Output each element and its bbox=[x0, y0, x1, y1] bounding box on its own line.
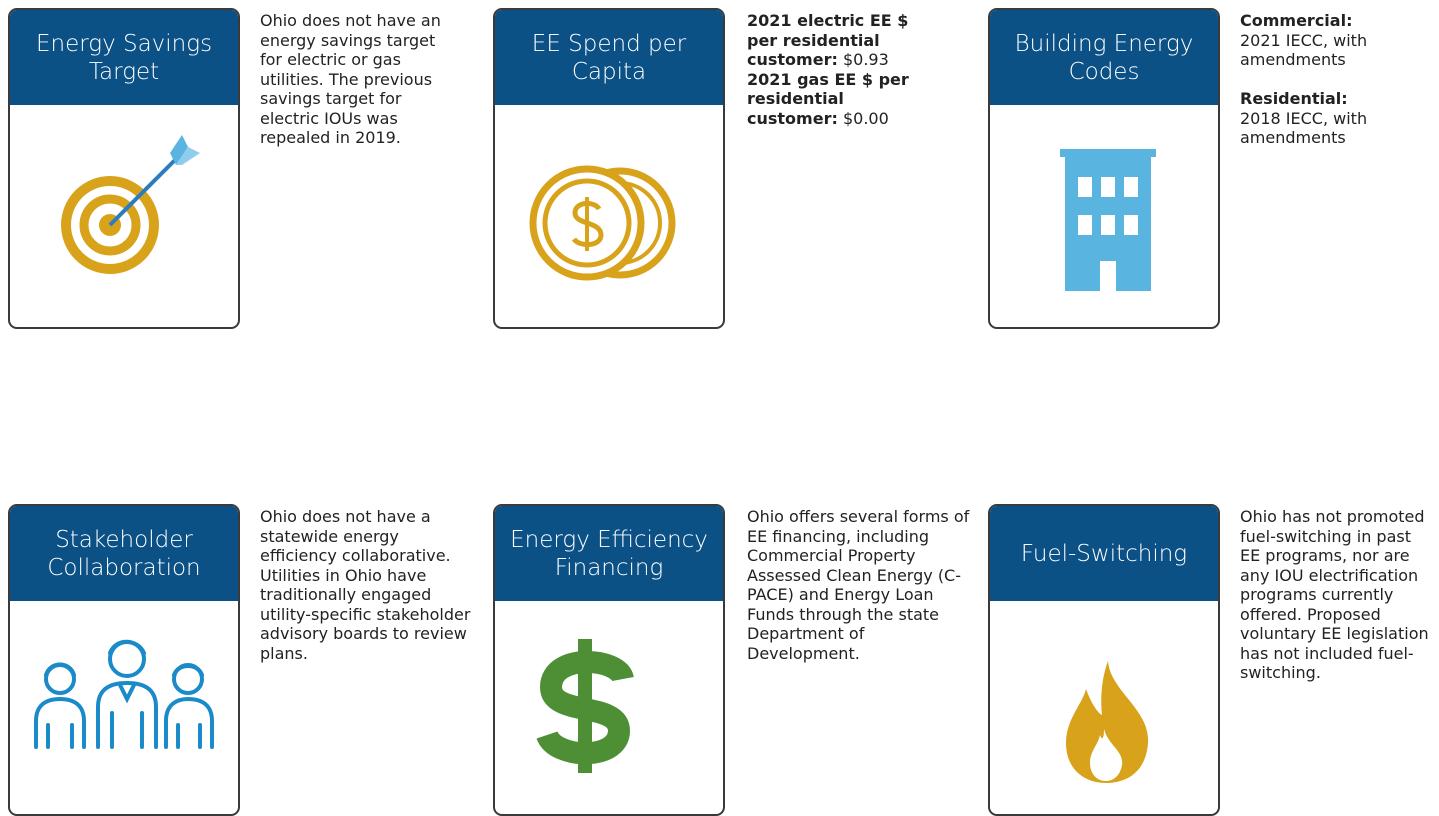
item-value: $0.00 bbox=[842, 108, 889, 128]
item: 2021 electric EE $ per residential custo… bbox=[747, 11, 927, 70]
card-text: Ohio has not promoted fuel-switching in … bbox=[1240, 507, 1429, 682]
card-text: Ohio does not have a statewide energy ef… bbox=[260, 507, 471, 663]
card-title: Building Energy Codes bbox=[990, 10, 1218, 105]
card: EE Spend per Capita bbox=[493, 8, 725, 329]
item-value: $0.93 bbox=[842, 50, 889, 69]
item: Residential: 2018 IECC, with amendments bbox=[1240, 89, 1400, 148]
item-label: Residential: bbox=[1240, 89, 1348, 108]
card-text: 2021 electric EE $ per residential custo… bbox=[747, 11, 927, 128]
item: 2021 gas EE $ per residential customer: … bbox=[747, 70, 927, 129]
card-text: Ohio offers several forms of EE financin… bbox=[747, 507, 970, 663]
building-icon bbox=[1060, 149, 1156, 291]
item-label: 2021 electric EE $ per residential custo… bbox=[747, 11, 909, 69]
people-icon bbox=[34, 639, 214, 749]
card-text: Commercial: 2021 IECC, with amendments Re… bbox=[1240, 11, 1400, 148]
dollar-icon bbox=[536, 639, 634, 773]
item: Commercial: 2021 IECC, with amendments bbox=[1240, 11, 1400, 70]
card-title: Energy Efficiency Financing bbox=[495, 506, 723, 601]
flame-icon bbox=[1066, 661, 1149, 783]
coins-icon bbox=[529, 165, 676, 281]
card-title: EE Spend per Capita bbox=[495, 10, 723, 105]
card: Energy Savings Target bbox=[8, 8, 240, 329]
item-label: 2021 gas EE $ per residential customer: bbox=[747, 69, 909, 128]
card: Building Energy Codes bbox=[988, 8, 1220, 329]
target-icon bbox=[61, 135, 200, 274]
card: Stakeholder Collaboration bbox=[8, 504, 240, 816]
item-value: 2018 IECC, with amendments bbox=[1240, 108, 1368, 148]
card: Fuel-Switching bbox=[988, 504, 1220, 816]
item-value: 2021 IECC, with amendments bbox=[1240, 30, 1368, 70]
card: Energy Efficiency Financing bbox=[493, 504, 725, 816]
item-label: Commercial: bbox=[1240, 11, 1353, 30]
card-title: Fuel-Switching bbox=[990, 506, 1218, 601]
card-title: Stakeholder Collaboration bbox=[10, 506, 238, 601]
card-title: Energy Savings Target bbox=[10, 10, 238, 105]
card-text: Ohio does not have an energy savings tar… bbox=[260, 11, 441, 147]
